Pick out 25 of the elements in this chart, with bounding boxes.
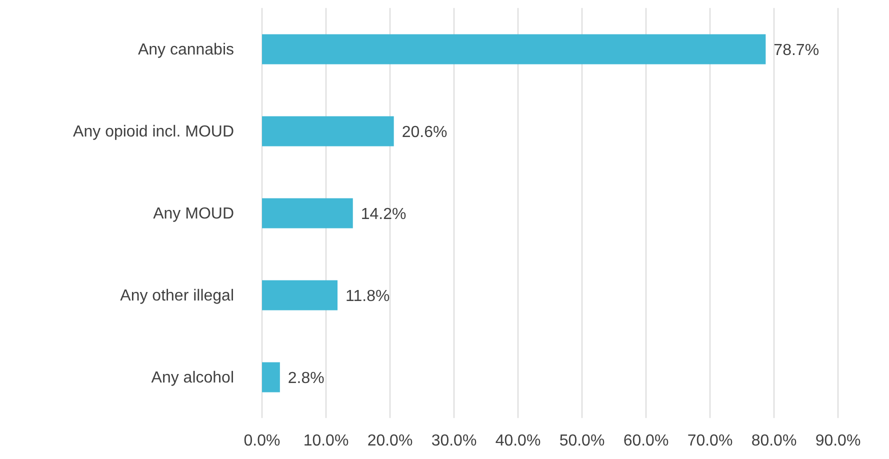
bar — [262, 280, 338, 310]
y-tick-label: Any opioid incl. MOUD — [73, 124, 234, 141]
x-tick-label: 70.0% — [687, 432, 733, 450]
x-tick-label: 90.0% — [815, 432, 861, 450]
x-tick-label: 40.0% — [495, 432, 541, 450]
x-tick-label: 50.0% — [559, 432, 605, 450]
x-tick-label: 10.0% — [303, 432, 349, 450]
data-label: 11.8% — [346, 288, 390, 305]
data-label: 14.2% — [360, 206, 406, 223]
bar — [262, 198, 353, 228]
data-label: 20.6% — [402, 124, 448, 141]
y-tick-label: Any cannabis — [138, 42, 234, 59]
y-tick-label: Any other illegal — [120, 288, 234, 305]
y-tick-label: Any MOUD — [153, 206, 234, 223]
x-tick-label: 0.0% — [244, 432, 280, 450]
bar — [262, 34, 766, 64]
data-label: 2.8% — [288, 370, 324, 387]
data-label: 78.7% — [774, 42, 820, 59]
bar — [262, 116, 394, 146]
x-tick-label: 20.0% — [367, 432, 413, 450]
x-tick-label: 80.0% — [751, 432, 797, 450]
y-tick-label: Any alcohol — [151, 370, 234, 387]
x-tick-label: 60.0% — [623, 432, 669, 450]
bar — [262, 362, 280, 392]
x-tick-label: 30.0% — [431, 432, 477, 450]
